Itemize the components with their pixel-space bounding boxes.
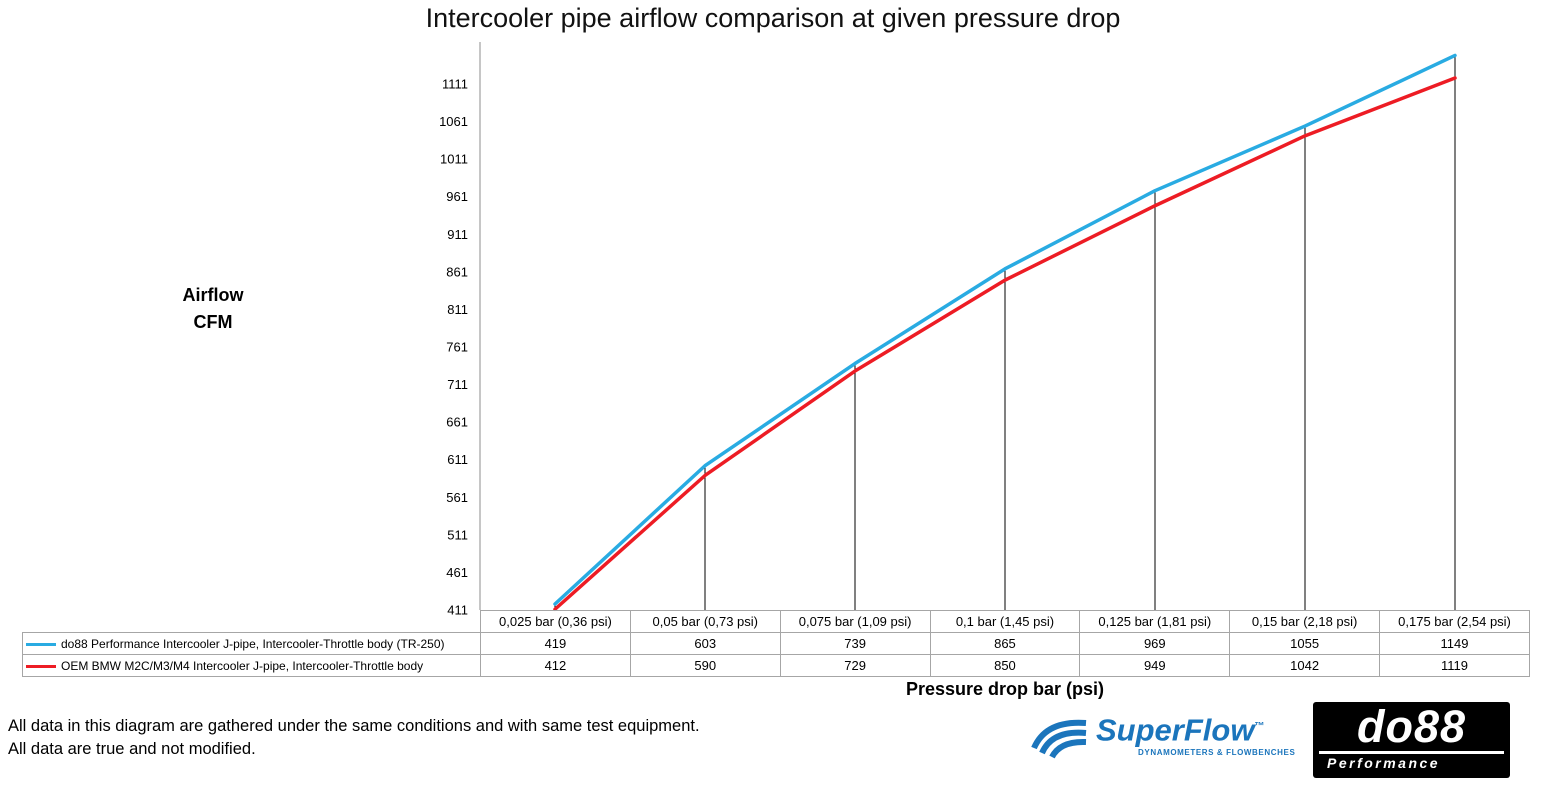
value-cell: 739 (779, 632, 931, 655)
category-row: 0,025 bar (0,36 psi) 0,05 bar (0,73 psi) 0… (23, 610, 1530, 633)
superflow-logo-subtext: DYNAMOMETERS & FLOWBENCHES (1138, 748, 1296, 758)
y-tick-label: 911 (447, 227, 468, 242)
legend-cell: do88 Performance Intercooler J-pipe, Int… (22, 632, 481, 655)
corner-cell (23, 611, 481, 633)
value-cell: 1055 (1229, 632, 1381, 655)
value-cell: 590 (629, 654, 781, 677)
value-cell: 949 (1079, 654, 1231, 677)
y-tick-label: 611 (447, 452, 468, 467)
category-label: 0,125 bar (1,81 psi) (1079, 610, 1231, 633)
superflow-logo: SuperFlow™ DYNAMOMETERS & FLOWBENCHES (1030, 710, 1295, 765)
y-tick-label: 411 (447, 603, 468, 618)
value-cell: 412 (480, 654, 631, 677)
category-label: 0,175 bar (2,54 psi) (1379, 610, 1530, 633)
data-table-body: 0,025 bar (0,36 psi) 0,05 bar (0,73 psi) 0… (22, 610, 1530, 677)
do88-logo-subtext: Performance (1327, 755, 1441, 771)
y-tick-label: 511 (447, 527, 468, 542)
y-tick-label: 961 (446, 189, 468, 204)
value-cell: 850 (929, 654, 1081, 677)
value-cell: 729 (779, 654, 931, 677)
chart-title: Intercooler pipe airflow comparison at g… (425, 3, 1121, 33)
category-label: 0,075 bar (1,09 psi) (779, 610, 931, 633)
do88-logo: do88 Performance (1313, 702, 1510, 778)
data-table: 0,025 bar (0,36 psi) 0,05 bar (0,73 psi) 0… (22, 610, 1530, 677)
y-tick-label: 1011 (440, 152, 468, 167)
y-tick-label: 861 (446, 264, 468, 279)
value-cell: 865 (929, 632, 1081, 655)
category-label: 0,05 bar (0,73 psi) (629, 610, 781, 633)
series-name: OEM BMW M2C/M3/M4 Intercooler J-pipe, In… (61, 658, 424, 673)
series-name: do88 Performance Intercooler J-pipe, Int… (61, 636, 445, 651)
do88-logo-text: do88 (1356, 701, 1467, 752)
legend-key-oem (26, 664, 56, 668)
value-cell: 419 (480, 632, 631, 655)
y-tick-label: 1111 (442, 77, 468, 92)
category-label: 0,1 bar (1,45 psi) (929, 610, 1081, 633)
footnote: All data in this diagram are gathered un… (8, 717, 700, 758)
x-axis-label: Pressure drop bar (psi) (905, 679, 1105, 699)
series-row: do88 Performance Intercooler J-pipe, Int… (22, 632, 1530, 655)
do88-logo-performance-bar: Performance (1319, 751, 1504, 773)
superflow-logo-text: SuperFlow™ (1096, 712, 1265, 748)
superflow-swoosh-icon (1030, 714, 1092, 765)
legend-key-do88 (26, 642, 56, 646)
category-label: 0,15 bar (2,18 psi) (1229, 610, 1381, 633)
y-tick-label: 461 (446, 565, 468, 580)
y-tick-label: 761 (446, 340, 468, 355)
series-line-oem (553, 76, 1457, 611)
value-cell: 1119 (1379, 654, 1530, 677)
legend-cell: OEM BMW M2C/M3/M4 Intercooler J-pipe, In… (22, 654, 481, 677)
trademark-symbol: ™ (1254, 721, 1265, 732)
y-tick-label: 561 (446, 490, 468, 505)
y-tick-label: 661 (446, 415, 468, 430)
y-tick-label: 811 (447, 302, 468, 317)
y-axis-label: Airflow CFM (182, 285, 244, 332)
category-label: 0,025 bar (0,36 psi) (480, 610, 631, 633)
y-tick-label: 1061 (439, 114, 468, 129)
value-cell: 969 (1079, 632, 1231, 655)
y-tick-label: 711 (447, 377, 468, 392)
value-cell: 1149 (1379, 632, 1530, 655)
series-row: OEM BMW M2C/M3/M4 Intercooler J-pipe, In… (22, 654, 1530, 677)
value-cell: 1042 (1229, 654, 1381, 677)
value-cell: 603 (629, 632, 781, 655)
series-line-do88 (553, 53, 1457, 606)
